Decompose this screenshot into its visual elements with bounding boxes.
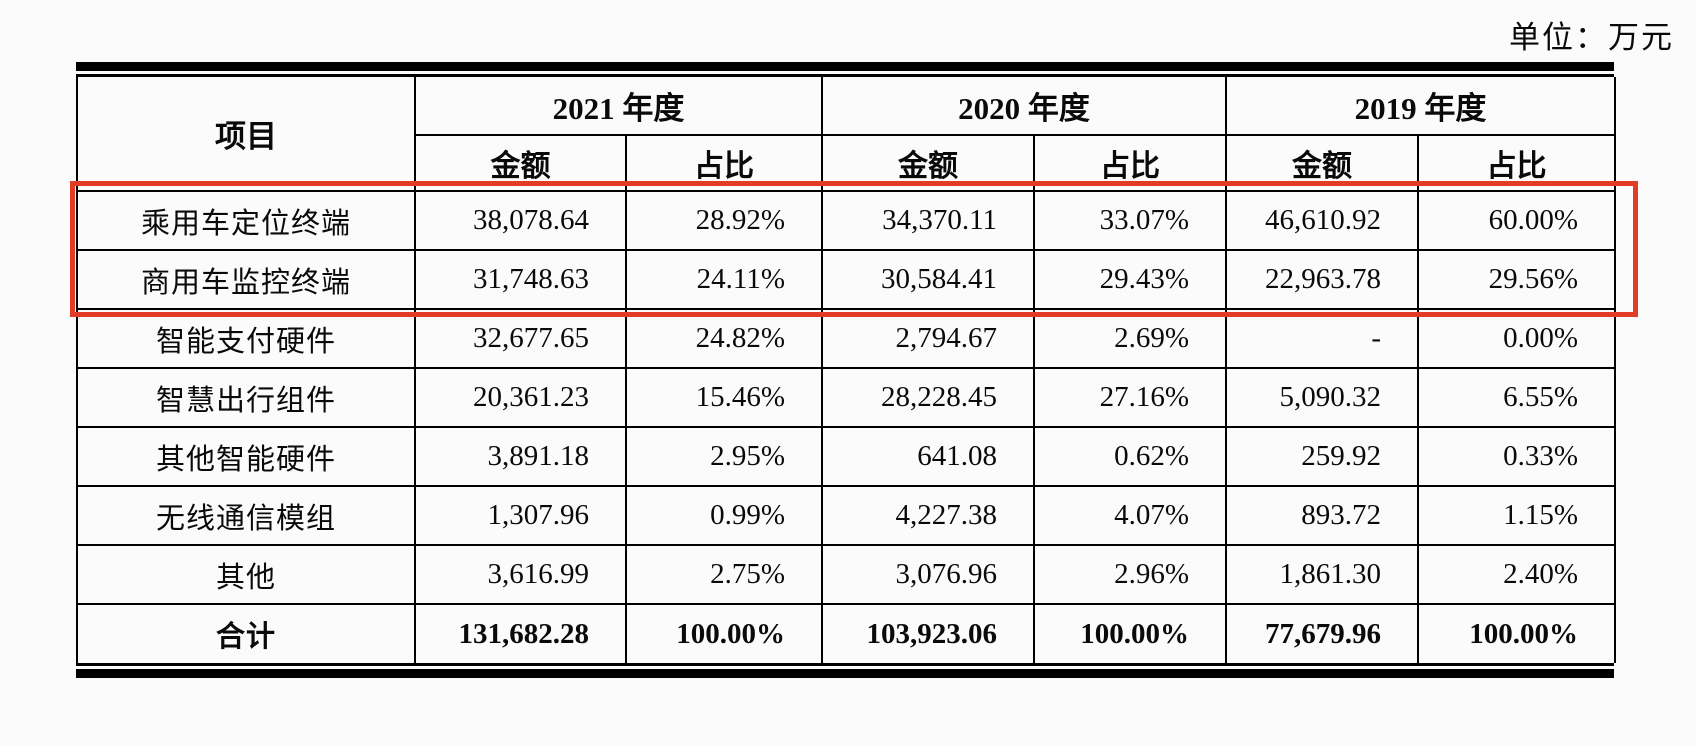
cell-2020-amount: 3,076.96	[821, 544, 1035, 605]
cell-2019-ratio: 0.00%	[1417, 308, 1616, 369]
cell-2020-ratio: 2.69%	[1033, 308, 1227, 369]
cell-2019-amount: 259.92	[1225, 426, 1419, 487]
cell-2019-ratio: 60.00%	[1417, 190, 1616, 251]
unit-label: 单位：万元	[1509, 20, 1674, 55]
cell-2019-ratio: 29.56%	[1417, 249, 1616, 310]
row-label: 乘用车定位终端	[76, 190, 416, 251]
data-table: 项目 2021 年度 2020 年度 2019 年度 金额 占比 金额 占比 金…	[76, 77, 1616, 663]
cell-2021-ratio: 2.75%	[625, 544, 823, 605]
row-label: 无线通信模组	[76, 485, 416, 546]
cell-2021-amount: 20,361.23	[414, 367, 627, 428]
cell-2020-amount: 34,370.11	[821, 190, 1035, 251]
cell-2019-ratio: 1.15%	[1417, 485, 1616, 546]
table-row-commercial-vehicle-terminal: 商用车监控终端 31,748.63 24.11% 30,584.41 29.43…	[76, 249, 1616, 310]
cell-2021-ratio: 2.95%	[625, 426, 823, 487]
total-2020-amount: 103,923.06	[821, 603, 1035, 663]
cell-2020-amount: 641.08	[821, 426, 1035, 487]
table-row-smart-mobility-components: 智慧出行组件 20,361.23 15.46% 28,228.45 27.16%…	[76, 367, 1616, 428]
cell-2021-ratio: 24.82%	[625, 308, 823, 369]
total-2020-ratio: 100.00%	[1033, 603, 1227, 663]
cell-2019-amount: 22,963.78	[1225, 249, 1419, 310]
cell-2020-ratio: 4.07%	[1033, 485, 1227, 546]
cell-2021-amount: 32,677.65	[414, 308, 627, 369]
cell-2019-amount: -	[1225, 308, 1419, 369]
ratio-header-2020: 占比	[1033, 134, 1227, 192]
cell-2020-ratio: 33.07%	[1033, 190, 1227, 251]
year-header-2019: 2019 年度	[1225, 77, 1616, 136]
row-label: 智能支付硬件	[76, 308, 416, 369]
cell-2021-amount: 1,307.96	[414, 485, 627, 546]
total-2019-amount: 77,679.96	[1225, 603, 1419, 663]
cell-2020-ratio: 29.43%	[1033, 249, 1227, 310]
cell-2021-ratio: 24.11%	[625, 249, 823, 310]
total-2021-ratio: 100.00%	[625, 603, 823, 663]
row-label: 其他	[76, 544, 416, 605]
cell-2020-ratio: 2.96%	[1033, 544, 1227, 605]
cell-2021-amount: 3,891.18	[414, 426, 627, 487]
ratio-header-2021: 占比	[625, 134, 823, 192]
table-row-wireless-comm-modules: 无线通信模组 1,307.96 0.99% 4,227.38 4.07% 893…	[76, 485, 1616, 546]
cell-2019-ratio: 2.40%	[1417, 544, 1616, 605]
table-row-other: 其他 3,616.99 2.75% 3,076.96 2.96% 1,861.3…	[76, 544, 1616, 605]
cell-2019-ratio: 6.55%	[1417, 367, 1616, 428]
cell-2020-ratio: 27.16%	[1033, 367, 1227, 428]
table-top-thick-rule	[76, 62, 1614, 71]
cell-2020-ratio: 0.62%	[1033, 426, 1227, 487]
total-2019-ratio: 100.00%	[1417, 603, 1616, 663]
table-bottom-thin-rule	[76, 663, 1614, 666]
cell-2020-amount: 4,227.38	[821, 485, 1035, 546]
table-row-other-smart-hardware: 其他智能硬件 3,891.18 2.95% 641.08 0.62% 259.9…	[76, 426, 1616, 487]
cell-2021-ratio: 0.99%	[625, 485, 823, 546]
amount-header-2021: 金额	[414, 134, 627, 192]
table-row-smart-payment-hardware: 智能支付硬件 32,677.65 24.82% 2,794.67 2.69% -…	[76, 308, 1616, 369]
cell-2021-amount: 3,616.99	[414, 544, 627, 605]
cell-2019-ratio: 0.33%	[1417, 426, 1616, 487]
year-header-2020: 2020 年度	[821, 77, 1227, 136]
row-label: 智慧出行组件	[76, 367, 416, 428]
table-row-passenger-car-terminal: 乘用车定位终端 38,078.64 28.92% 34,370.11 33.07…	[76, 190, 1616, 251]
table-bottom-thick-rule	[76, 669, 1614, 678]
table-top-thin-rule	[76, 74, 1614, 77]
cell-2021-ratio: 15.46%	[625, 367, 823, 428]
total-label: 合计	[76, 603, 416, 663]
amount-header-2020: 金额	[821, 134, 1035, 192]
amount-header-2019: 金额	[1225, 134, 1419, 192]
ratio-header-2019: 占比	[1417, 134, 1616, 192]
total-2021-amount: 131,682.28	[414, 603, 627, 663]
item-column-header: 项目	[76, 77, 416, 192]
cell-2020-amount: 30,584.41	[821, 249, 1035, 310]
revenue-breakdown-table: 项目 2021 年度 2020 年度 2019 年度 金额 占比 金额 占比 金…	[70, 62, 1638, 678]
cell-2019-amount: 5,090.32	[1225, 367, 1419, 428]
header-row-years: 项目 2021 年度 2020 年度 2019 年度	[76, 77, 1616, 192]
table-row-total: 合计 131,682.28 100.00% 103,923.06 100.00%…	[76, 603, 1616, 663]
cell-2021-amount: 31,748.63	[414, 249, 627, 310]
cell-2019-amount: 46,610.92	[1225, 190, 1419, 251]
cell-2019-amount: 1,861.30	[1225, 544, 1419, 605]
row-label: 其他智能硬件	[76, 426, 416, 487]
cell-2021-ratio: 28.92%	[625, 190, 823, 251]
row-label: 商用车监控终端	[76, 249, 416, 310]
cell-2020-amount: 28,228.45	[821, 367, 1035, 428]
cell-2021-amount: 38,078.64	[414, 190, 627, 251]
cell-2019-amount: 893.72	[1225, 485, 1419, 546]
year-header-2021: 2021 年度	[414, 77, 823, 136]
cell-2020-amount: 2,794.67	[821, 308, 1035, 369]
